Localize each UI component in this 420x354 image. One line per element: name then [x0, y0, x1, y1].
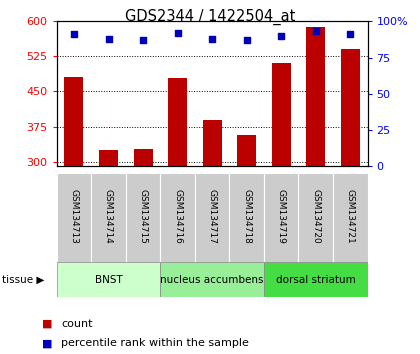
Bar [264, 173, 299, 264]
Point [312, 29, 319, 34]
Text: GSM134716: GSM134716 [173, 189, 182, 244]
Text: GSM134717: GSM134717 [207, 189, 217, 244]
Text: ■: ■ [42, 338, 52, 348]
Point [243, 37, 250, 43]
Text: percentile rank within the sample: percentile rank within the sample [61, 338, 249, 348]
Bar [57, 173, 91, 264]
Text: GSM134714: GSM134714 [104, 189, 113, 244]
Text: GSM134719: GSM134719 [277, 189, 286, 244]
Text: nucleus accumbens: nucleus accumbens [160, 275, 264, 285]
Bar [195, 173, 229, 264]
Bar [99, 150, 118, 166]
Text: GSM134718: GSM134718 [242, 189, 251, 244]
Text: GSM134721: GSM134721 [346, 189, 355, 244]
Bar [237, 135, 256, 166]
Text: GSM134720: GSM134720 [311, 189, 320, 244]
Bar [57, 262, 160, 297]
Bar [299, 173, 333, 264]
Text: count: count [61, 319, 92, 329]
Bar [341, 49, 360, 166]
Bar [306, 27, 325, 166]
Bar [202, 120, 222, 166]
Bar [91, 173, 126, 264]
Bar [229, 173, 264, 264]
Text: BNST: BNST [94, 275, 122, 285]
Bar [272, 63, 291, 166]
Bar [264, 262, 368, 297]
Text: tissue ▶: tissue ▶ [2, 275, 45, 285]
Bar [333, 173, 368, 264]
Bar [168, 78, 187, 166]
Point [105, 36, 112, 41]
Text: GDS2344 / 1422504_at: GDS2344 / 1422504_at [125, 9, 295, 25]
Bar [65, 78, 84, 166]
Text: dorsal striatum: dorsal striatum [276, 275, 356, 285]
Bar [160, 262, 264, 297]
Bar [126, 173, 160, 264]
Point [140, 37, 147, 43]
Point [174, 30, 181, 36]
Point [278, 33, 284, 39]
Point [71, 32, 77, 37]
Point [209, 36, 215, 41]
Text: GSM134713: GSM134713 [69, 189, 79, 244]
Text: GSM134715: GSM134715 [139, 189, 147, 244]
Text: ■: ■ [42, 319, 52, 329]
Bar [134, 149, 152, 166]
Bar [160, 173, 195, 264]
Point [347, 32, 354, 37]
